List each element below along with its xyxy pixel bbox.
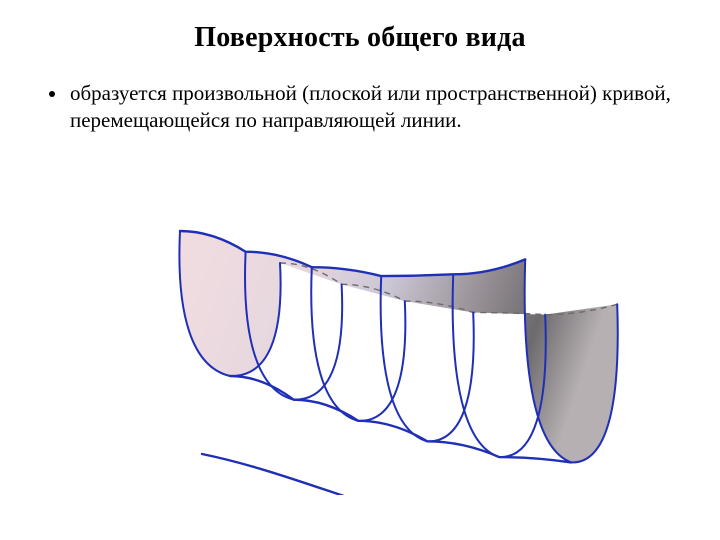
body-text: образуется произвольной (плоской или про… [0,54,720,134]
bullet-list: образуется произвольной (плоской или про… [48,80,672,134]
surface-diagram [0,175,720,500]
page-title: Поверхность общего вида [0,0,720,54]
bullet-item: образуется произвольной (плоской или про… [68,80,672,134]
u-hidden [311,267,358,421]
